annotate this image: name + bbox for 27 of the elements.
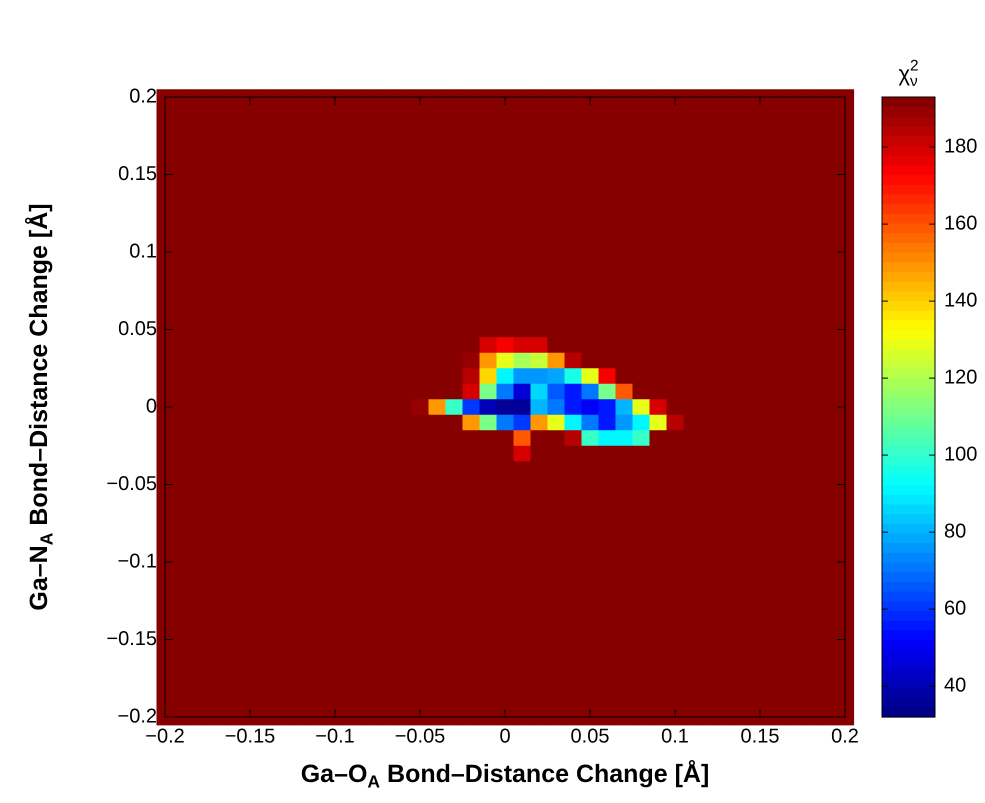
color-bar-label: 160 <box>944 212 978 235</box>
x-tick-label: 0.05 <box>570 726 610 748</box>
y-tick-label: −0.15 <box>106 628 157 650</box>
x-tick-label: −0.1 <box>315 726 355 748</box>
y-tick-label: 0.15 <box>118 163 157 186</box>
color-bar-label: 140 <box>944 290 978 312</box>
y-tick-label: 0.1 <box>129 240 157 263</box>
y-axis-title: Ga–NA Bond–Distance Change [Å] <box>24 203 56 611</box>
x-tick-label: −0.2 <box>145 726 185 748</box>
color-bar-label: 80 <box>944 520 966 543</box>
color-bar-label: 180 <box>944 136 978 158</box>
x-tick-label: 0.1 <box>661 726 689 748</box>
color-bar-label: 120 <box>944 366 978 389</box>
x-tick-label: −0.15 <box>224 726 276 748</box>
x-tick-label: 0.15 <box>740 726 780 748</box>
color-bar-label: 60 <box>944 598 966 620</box>
x-tick-label: 0 <box>499 726 511 748</box>
y-tick-label: 0 <box>146 396 157 418</box>
y-tick-label: −0.2 <box>118 706 157 728</box>
y-tick-label: −0.1 <box>118 550 157 573</box>
y-tick-label: −0.05 <box>106 473 157 496</box>
color-bar-label: 40 <box>944 674 966 697</box>
x-tick-label: 0.2 <box>831 726 859 748</box>
y-tick-label: 0.2 <box>129 86 157 108</box>
color-bar-label: 100 <box>944 444 978 466</box>
x-tick-label: −0.05 <box>394 726 446 748</box>
y-tick-label: 0.05 <box>118 318 157 340</box>
